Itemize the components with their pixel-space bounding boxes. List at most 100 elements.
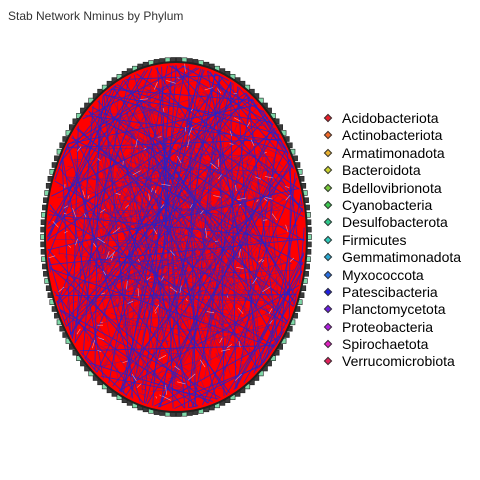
- network-edge: [132, 146, 155, 389]
- network-edge: [247, 340, 252, 347]
- network-edge: [240, 353, 243, 357]
- network-edge: [172, 300, 235, 327]
- network-edge: [193, 309, 195, 314]
- network-edge: [273, 255, 282, 258]
- network-edge: [187, 373, 196, 381]
- network-edge: [299, 194, 303, 206]
- network-edge: [118, 270, 145, 282]
- network-edge: [228, 283, 238, 287]
- network-edge: [118, 99, 194, 127]
- network-edge: [264, 176, 274, 179]
- network-edge: [213, 335, 238, 369]
- network-edge: [137, 288, 140, 297]
- network-edge: [138, 246, 145, 252]
- node-ring: [40, 57, 312, 417]
- network-edge: [199, 359, 206, 368]
- network-edge: [82, 205, 148, 392]
- network-edge: [244, 180, 247, 319]
- network-edge: [144, 243, 150, 252]
- network-edge: [255, 120, 263, 127]
- network-edge: [224, 365, 227, 373]
- network-edge: [262, 286, 271, 292]
- network-edge: [147, 306, 150, 310]
- network-edge: [119, 201, 125, 208]
- network-edge: [123, 103, 127, 106]
- network-edge: [213, 195, 222, 198]
- network-edge: [159, 205, 161, 210]
- network-edge: [123, 79, 278, 344]
- network-edge: [225, 270, 303, 396]
- network-edge: [77, 146, 82, 152]
- network-edge: [79, 267, 81, 271]
- network-edge: [275, 330, 284, 345]
- network-edge: [92, 340, 95, 349]
- network-edge: [263, 148, 283, 276]
- network-edge: [185, 166, 206, 248]
- network-edge: [89, 252, 242, 274]
- network-edge: [233, 117, 241, 122]
- network-edge: [66, 278, 73, 282]
- network-edge: [111, 267, 119, 271]
- network-edge: [89, 121, 196, 297]
- network-edge: [210, 90, 228, 335]
- network-edge: [61, 290, 63, 294]
- network-edge: [242, 208, 247, 219]
- network-edge: [107, 199, 284, 299]
- network-edge: [152, 370, 156, 376]
- network-edge: [195, 120, 221, 130]
- network-edge: [268, 308, 273, 314]
- network-edge: [181, 65, 265, 113]
- network-edge: [87, 193, 134, 343]
- network-edge: [48, 256, 74, 339]
- network-edge: [261, 334, 263, 340]
- network-edge: [237, 307, 244, 314]
- network-edge: [237, 288, 241, 291]
- network-edge: [82, 95, 104, 356]
- network-edge: [267, 301, 277, 306]
- network-edge: [153, 247, 158, 257]
- network-edge: [242, 319, 257, 358]
- network-edge: [190, 108, 193, 112]
- network-edge: [77, 244, 93, 260]
- network-edge: [160, 203, 165, 205]
- network-edge: [208, 200, 213, 205]
- network-edge: [137, 258, 140, 262]
- network-edge: [242, 289, 250, 291]
- network-edge: [127, 300, 134, 304]
- network-edge: [262, 293, 271, 298]
- network-edge: [271, 194, 279, 203]
- network-edge: [257, 150, 265, 157]
- network-edge: [261, 259, 265, 263]
- network-edge: [90, 237, 204, 315]
- network-edge: [190, 241, 192, 245]
- network-edge: [146, 344, 149, 346]
- network-edge: [48, 255, 56, 259]
- network-edge: [285, 186, 290, 188]
- network-edge: [222, 112, 229, 118]
- network-edge: [138, 123, 144, 129]
- network-edge: [166, 161, 175, 169]
- network-edge: [108, 251, 116, 259]
- network-edge: [165, 371, 173, 374]
- network-edge: [158, 319, 161, 325]
- network-edge: [96, 154, 102, 158]
- network-edge: [265, 315, 274, 319]
- network-edge: [186, 304, 190, 310]
- network-edge: [271, 213, 277, 221]
- network-edge: [262, 308, 266, 311]
- network-edge: [101, 260, 112, 265]
- network-edge: [232, 213, 235, 216]
- network-edge: [99, 133, 106, 139]
- network-edge: [172, 152, 278, 384]
- network-edge: [155, 217, 159, 226]
- network-edge: [172, 135, 176, 140]
- network-edge: [178, 111, 183, 116]
- network-edge: [169, 176, 246, 267]
- network-edge: [107, 208, 116, 215]
- network-edge: [72, 125, 79, 339]
- network-edge: [160, 271, 283, 302]
- network-edge: [97, 158, 101, 161]
- network-edge: [218, 314, 221, 324]
- network-edge: [256, 326, 259, 333]
- network-edge: [259, 262, 290, 295]
